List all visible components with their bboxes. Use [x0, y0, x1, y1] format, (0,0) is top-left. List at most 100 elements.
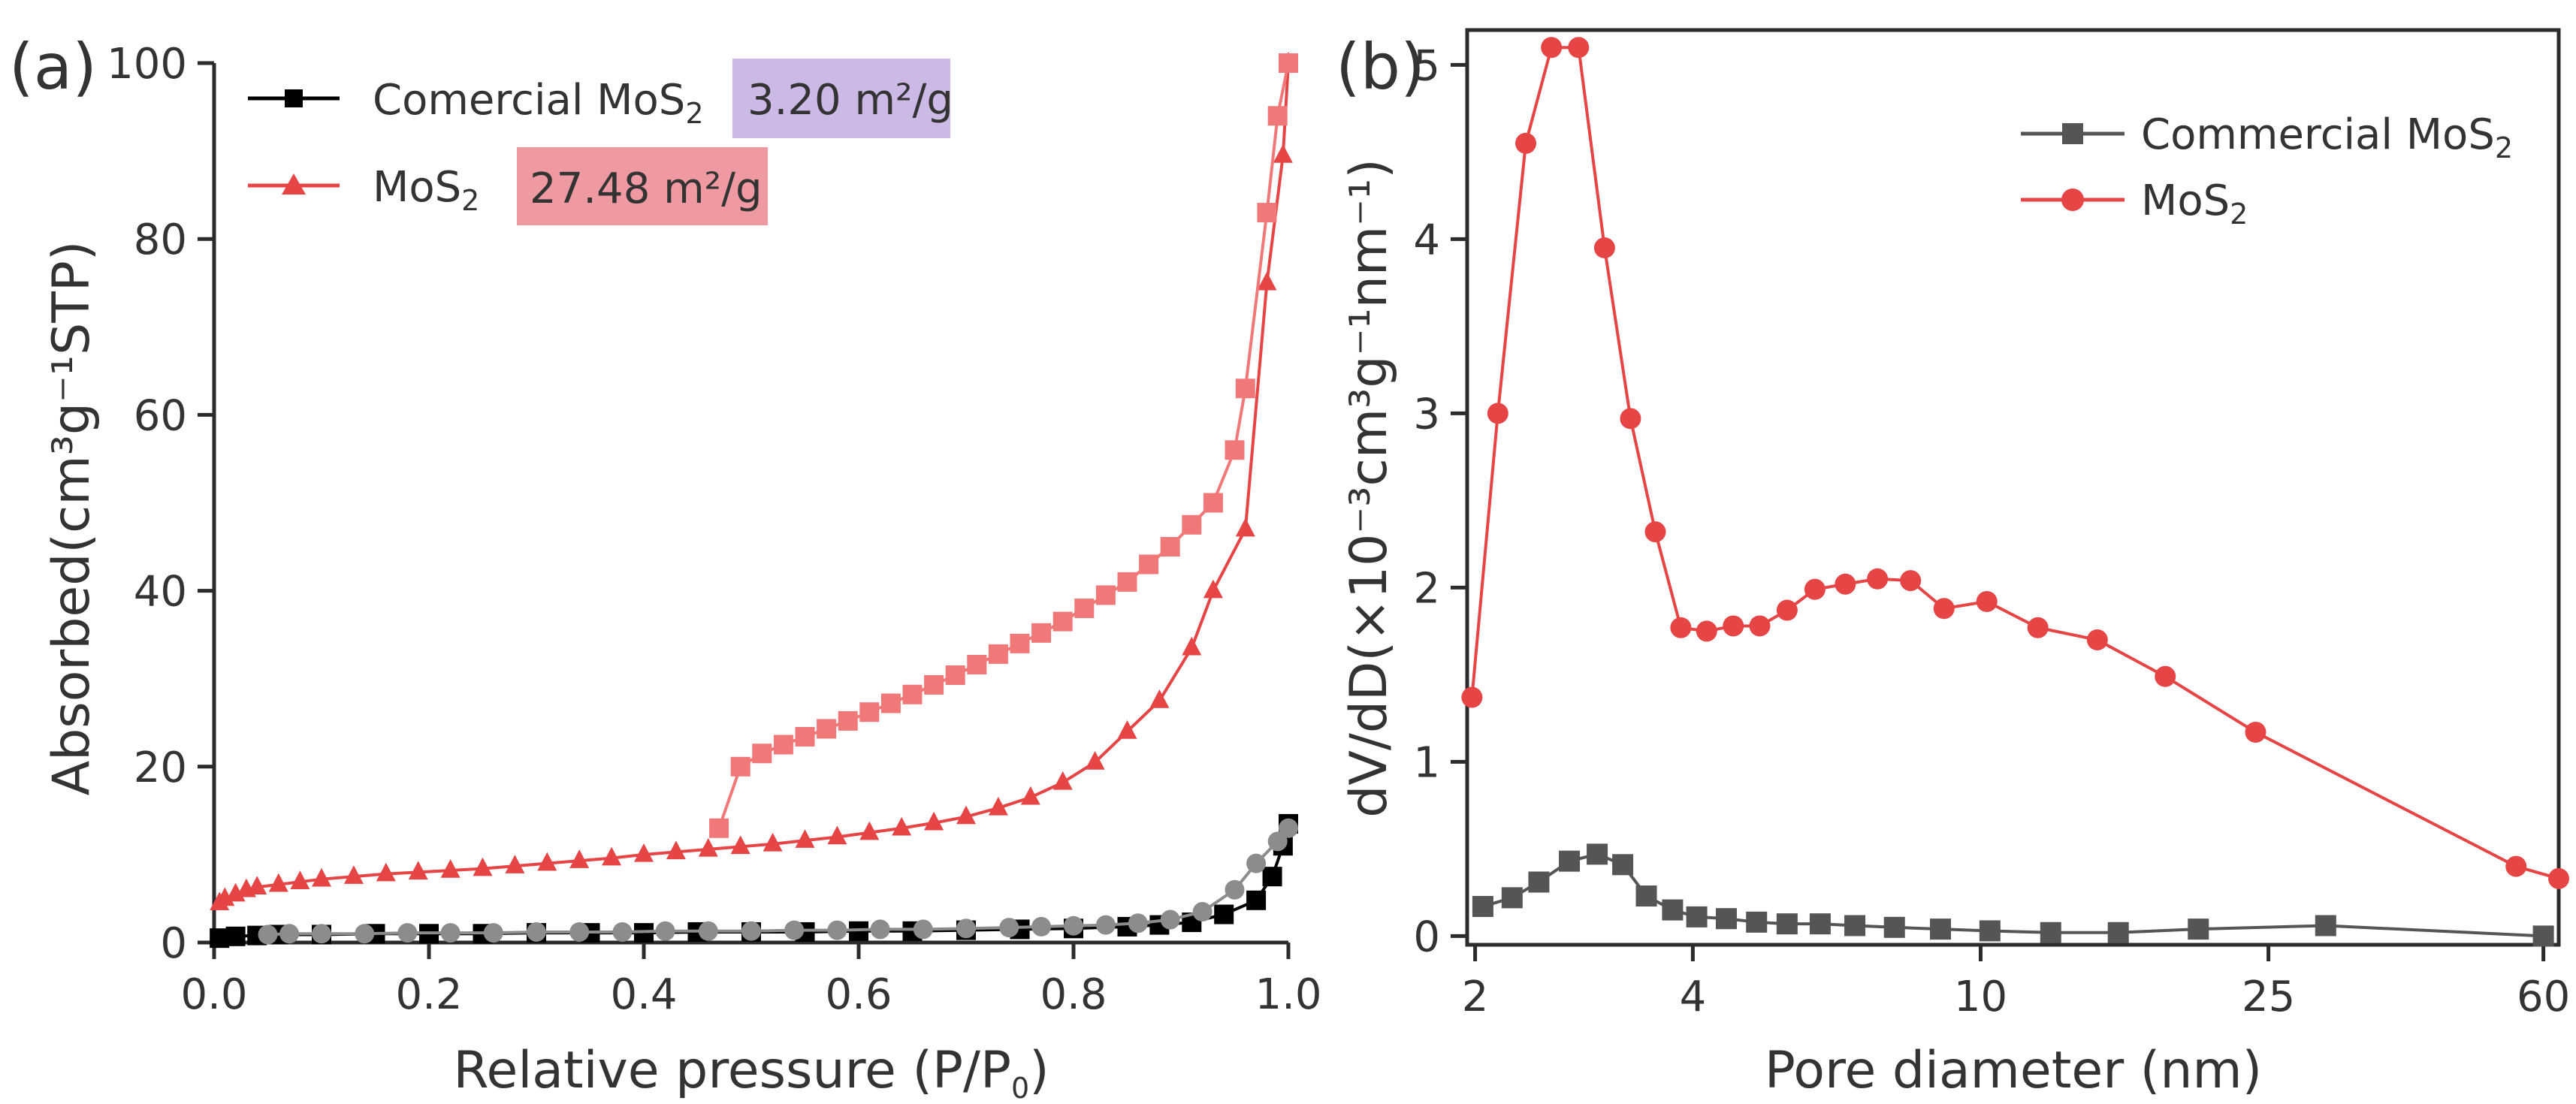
data-point: [1715, 908, 1737, 930]
data-point: [1010, 633, 1030, 653]
data-point: [1670, 617, 1692, 638]
data-point: [1214, 904, 1234, 925]
data-point: [527, 922, 546, 942]
panel-a-x-axis-title: Relative pressure (P/P0): [453, 1041, 1049, 1104]
legend-a-badge-2: 27.48 m²/g: [530, 164, 763, 213]
data-point: [537, 852, 557, 871]
x-tick-label: 60: [2517, 973, 2570, 1021]
panel-a: (a) 0.0 0.2 0.4 0.6 0.8 1.0 0 20 40 60 80 100 Relat…: [9, 30, 1322, 1104]
data-point: [1203, 493, 1223, 513]
data-point: [1235, 379, 1255, 399]
data-point: [1804, 578, 1826, 600]
data-point: [1246, 890, 1267, 910]
data-point: [1501, 887, 1523, 909]
y-tick-label: 100: [107, 40, 187, 89]
data-point: [859, 821, 880, 840]
y-tick-label: 5: [1413, 41, 1440, 90]
data-point: [602, 846, 622, 866]
data-point: [1279, 818, 1298, 838]
data-point: [1568, 37, 1590, 59]
panel-b-frame: [1465, 28, 2561, 947]
data-point: [1085, 750, 1105, 770]
data-point: [913, 919, 933, 940]
data-point: [763, 832, 783, 852]
data-point: [2315, 915, 2336, 937]
data-point: [312, 867, 331, 887]
y-tick-label: 40: [134, 568, 187, 617]
data-point: [1587, 843, 1608, 865]
panel-b-legend: Commercial MoS2 MoS2: [2021, 110, 2513, 231]
data-point: [1128, 913, 1148, 934]
data-point: [1844, 915, 1866, 937]
legend-a-label-2: MoS2: [373, 163, 479, 217]
data-point: [1515, 132, 1537, 154]
data-point: [1835, 573, 1856, 595]
data-point: [752, 744, 772, 764]
data-point: [1620, 408, 1641, 430]
data-point: [1095, 915, 1116, 935]
panel-b-plot-area: [1461, 37, 2569, 947]
data-point: [1809, 913, 1831, 935]
data-point: [247, 876, 267, 894]
data-point: [1192, 902, 1213, 922]
data-point: [569, 922, 590, 942]
panel-b-y-axis-title: dV/dD(×10⁻³cm³g⁻¹nm⁻¹): [1339, 158, 1399, 818]
x-tick-label: 4: [1680, 973, 1707, 1021]
data-point: [2107, 922, 2129, 943]
legend-a-badge-1-bg: [732, 59, 950, 138]
data-point: [1182, 514, 1202, 535]
data-point: [408, 861, 428, 880]
data-point: [1976, 590, 1998, 612]
data-point: [279, 924, 300, 944]
data-point: [880, 693, 901, 713]
panel-b: (b) 2 4 10 25 60 0 1 2 3 4 5 Pore diameter (nm) dV…: [1336, 28, 2570, 1100]
data-point: [473, 857, 493, 876]
panel-b-x-axis-title: Pore diameter (nm): [1765, 1041, 2262, 1100]
data-point: [2548, 867, 2569, 889]
data-point: [2155, 665, 2176, 687]
data-point: [1182, 636, 1202, 656]
data-point: [258, 925, 278, 945]
data-point: [1776, 913, 1798, 935]
data-point: [2188, 918, 2209, 940]
data-point: [612, 922, 633, 942]
data-point: [1528, 871, 1550, 893]
data-point: [709, 818, 729, 838]
x-tick-label: 0.2: [395, 970, 462, 1019]
data-point: [1052, 771, 1073, 790]
data-point: [1267, 831, 1288, 852]
legend-a-badge-2-bg: [517, 147, 768, 225]
data-point: [290, 870, 310, 889]
data-point: [956, 805, 976, 825]
data-point: [1273, 144, 1293, 163]
panel-a-ticks: 0.0 0.2 0.4 0.6 0.8 1.0 0 20 40 60 80 100: [107, 40, 1321, 1019]
data-point: [1074, 599, 1095, 619]
x-tick-label: 0.0: [180, 970, 247, 1019]
y-tick-label: 1: [1413, 738, 1440, 787]
data-point: [859, 702, 880, 722]
data-point: [1746, 911, 1768, 933]
data-point: [1117, 572, 1137, 592]
series-mos2-desorption: [709, 53, 1298, 838]
data-point: [1149, 689, 1170, 708]
data-point: [1257, 271, 1277, 291]
panel-b-ticks: 2 4 10 25 60 0 1 2 3 4 5: [1413, 41, 2570, 1021]
data-point: [827, 920, 847, 940]
series-commercial-mos2-desorption: [258, 818, 1298, 945]
x-tick-label: 0.8: [1040, 970, 1107, 1019]
data-point: [838, 710, 858, 731]
data-point: [902, 684, 923, 704]
data-point: [817, 719, 837, 739]
data-point: [827, 825, 847, 845]
data-point: [967, 654, 987, 674]
data-point: [1203, 579, 1223, 599]
data-point: [784, 920, 805, 940]
x-tick-label: 0.6: [825, 970, 892, 1019]
data-point: [1052, 611, 1073, 632]
data-point: [355, 924, 375, 944]
data-point: [988, 644, 1008, 664]
data-point: [1262, 867, 1282, 887]
data-point: [795, 829, 815, 848]
data-point: [225, 926, 246, 946]
